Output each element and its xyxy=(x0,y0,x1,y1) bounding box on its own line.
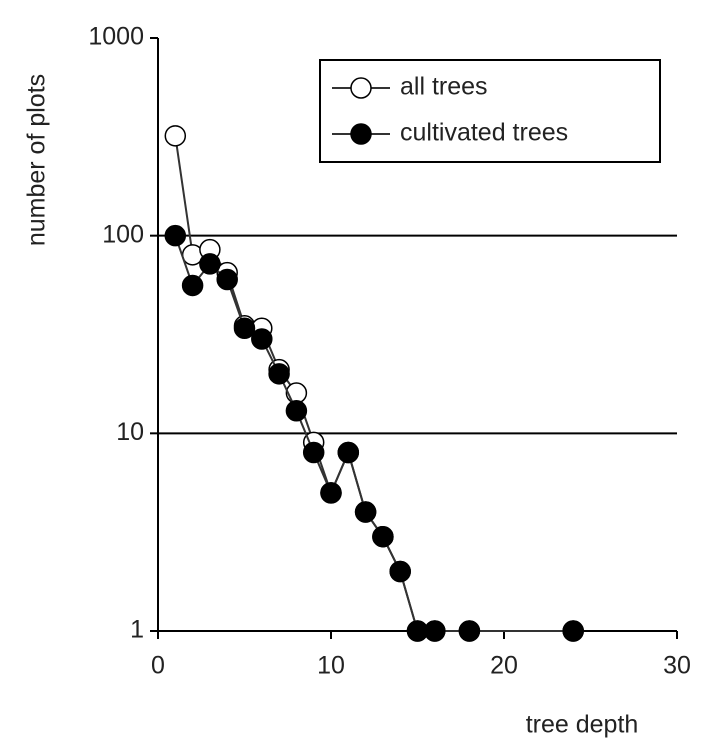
y-tick-label: 10 xyxy=(116,418,144,446)
y-axis-label: number of plots xyxy=(23,74,51,246)
marker xyxy=(458,620,481,642)
y-tick-label: 1 xyxy=(130,616,144,644)
legend-label: cultivated trees xyxy=(400,119,568,147)
marker xyxy=(181,274,204,297)
marker xyxy=(268,363,290,385)
marker xyxy=(372,525,394,548)
marker xyxy=(251,328,273,350)
marker xyxy=(233,317,256,340)
marker xyxy=(164,224,187,247)
legend-label: all trees xyxy=(400,73,488,101)
marker xyxy=(302,441,325,464)
y-tick-label: 100 xyxy=(102,220,144,248)
legend-marker xyxy=(350,123,372,145)
y-tick-label: 1000 xyxy=(88,23,144,51)
series-line xyxy=(174,135,574,632)
marker xyxy=(199,253,221,275)
marker xyxy=(285,400,308,422)
x-tick-label: 30 xyxy=(663,652,691,680)
marker xyxy=(424,620,446,642)
x-tick-label: 20 xyxy=(490,652,518,680)
marker xyxy=(354,501,377,523)
legend-box xyxy=(319,59,661,163)
x-tick-label: 10 xyxy=(317,652,345,680)
marker xyxy=(389,560,411,583)
marker xyxy=(216,268,238,291)
legend-marker xyxy=(350,77,372,99)
x-axis-label: tree depth xyxy=(526,711,639,739)
marker xyxy=(562,620,584,642)
marker xyxy=(320,482,342,504)
marker xyxy=(164,125,187,147)
marker xyxy=(285,382,308,404)
marker xyxy=(337,441,360,464)
x-tick-label: 0 xyxy=(151,652,165,680)
